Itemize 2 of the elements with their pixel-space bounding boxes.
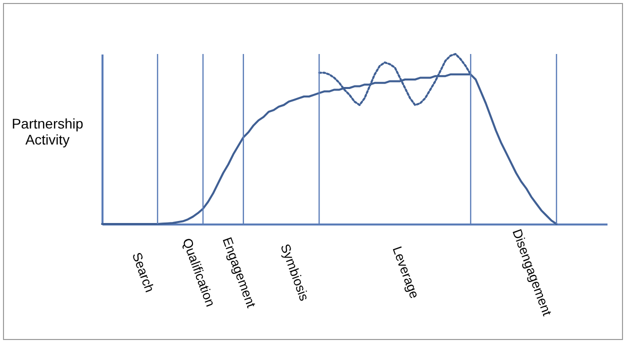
x-tick-label: Search xyxy=(129,250,158,294)
y-axis-title: Partnership Activity xyxy=(12,116,84,148)
